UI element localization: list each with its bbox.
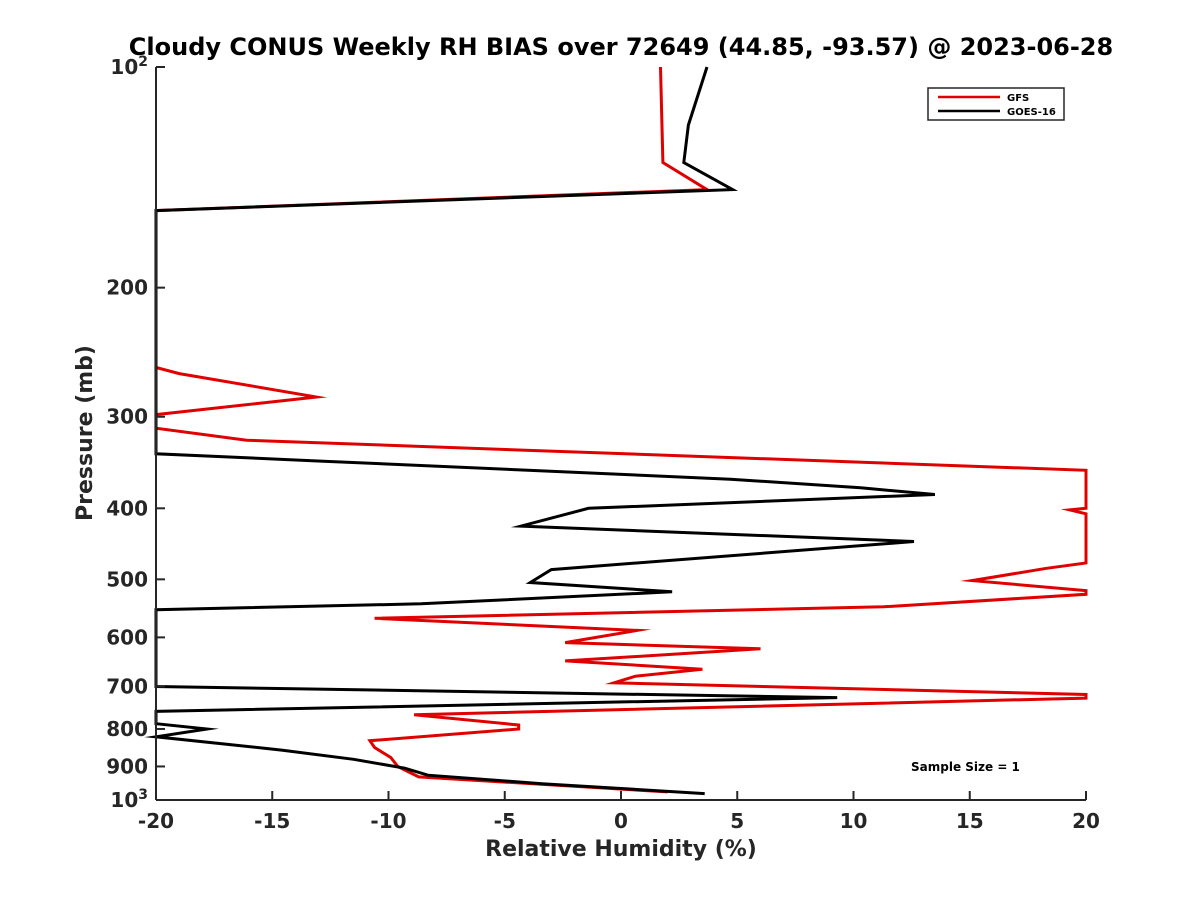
legend: GFS GOES-16 — [927, 87, 1065, 121]
sample-size-annotation: Sample Size = 1 — [911, 760, 1020, 774]
y-tick-exponent: 3 — [138, 787, 148, 803]
x-tick-label: -20 — [138, 809, 174, 833]
y-tick-label: 900 — [106, 754, 148, 778]
x-axis-ticks: -20 -15 -10 -5 0 5 10 15 20 — [138, 791, 1100, 833]
legend-label-gfs: GFS — [1007, 93, 1029, 104]
x-tick-label: 0 — [614, 809, 628, 833]
y-tick-label: 800 — [106, 717, 148, 741]
x-axis-label: Relative Humidity (%) — [485, 837, 757, 862]
x-tick-label: 5 — [730, 809, 744, 833]
chart-title: Cloudy CONUS Weekly RH BIAS over 72649 (… — [129, 33, 1113, 61]
y-tick-label: 600 — [106, 625, 148, 649]
legend-box — [927, 87, 1065, 121]
legend-label-goes16: GOES-16 — [1007, 107, 1056, 118]
y-tick-label: 500 — [106, 567, 148, 591]
y-tick-exponent: 2 — [138, 54, 148, 70]
series-line-gfs — [154, 66, 1088, 794]
x-tick-label: -15 — [254, 809, 290, 833]
x-tick-label: 20 — [1072, 809, 1100, 833]
y-tick-label: 400 — [106, 496, 148, 520]
x-tick-label: 10 — [840, 809, 868, 833]
y-axis-label: Pressure (mb) — [73, 345, 98, 521]
x-tick-label: -10 — [370, 809, 406, 833]
y-tick-label: 700 — [106, 674, 148, 698]
x-tick-label: 15 — [956, 809, 984, 833]
x-tick-label: -5 — [494, 809, 516, 833]
y-tick-label: 200 — [106, 276, 148, 300]
y-tick-label: 300 — [106, 405, 148, 429]
